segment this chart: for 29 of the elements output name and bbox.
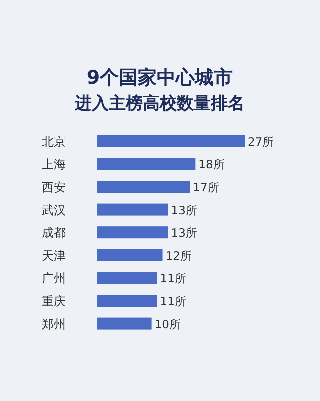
bar xyxy=(97,204,168,216)
y-tick-label: 西安 xyxy=(42,180,66,194)
data-label: 18所 xyxy=(198,158,226,172)
bar xyxy=(97,181,190,193)
y-tick-label: 郑州 xyxy=(42,317,66,332)
data-label: 10所 xyxy=(154,317,182,332)
bar xyxy=(97,135,245,148)
chart-title: 9个国家中心城市 xyxy=(86,67,234,89)
bar xyxy=(97,226,168,239)
y-tick-label: 广州 xyxy=(42,272,66,286)
data-label: 13所 xyxy=(171,226,198,240)
chart-subtitle: 进入主榜高校数量排名 xyxy=(74,94,245,114)
bar xyxy=(97,272,158,284)
y-tick-label: 武汉 xyxy=(42,203,66,218)
data-label: 12所 xyxy=(166,248,192,263)
data-label: 17所 xyxy=(193,180,220,194)
bar xyxy=(97,318,152,330)
bar xyxy=(97,249,163,262)
bar xyxy=(97,158,196,170)
y-tick-label: 重庆 xyxy=(42,294,66,308)
y-tick-label: 成都 xyxy=(42,226,66,240)
data-label: 27所 xyxy=(248,134,275,149)
data-label: 13所 xyxy=(171,203,198,218)
y-tick-label: 北京 xyxy=(42,134,66,149)
bar xyxy=(97,295,158,307)
y-tick-label: 上海 xyxy=(42,158,66,172)
y-tick-label: 天津 xyxy=(42,248,66,263)
data-label: 11所 xyxy=(160,272,187,286)
data-label: 11所 xyxy=(160,294,187,308)
